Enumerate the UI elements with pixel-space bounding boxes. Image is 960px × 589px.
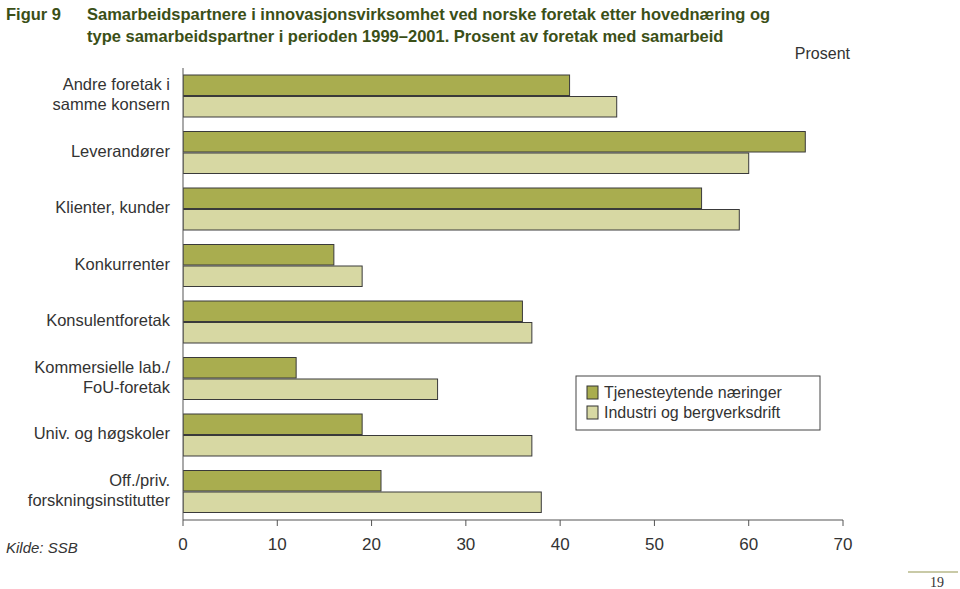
chart: Figur 9 Samarbeidspartnere i innovasjonsv… <box>0 0 960 589</box>
bar <box>183 358 296 379</box>
category-label: Konsulentforetak <box>46 311 171 329</box>
category-label: Kommersielle lab./FoU-foretak <box>34 358 170 396</box>
source: Kilde: SSB <box>6 539 78 556</box>
bar <box>183 414 362 435</box>
bars <box>183 75 805 513</box>
bar <box>183 492 541 513</box>
bar <box>183 323 532 344</box>
category-label: Andre foretak isamme konsern <box>53 75 170 113</box>
tick-label: 20 <box>362 535 381 554</box>
legend-swatch <box>587 406 598 419</box>
page-number: 19 <box>930 575 944 589</box>
tick <box>654 520 655 526</box>
tick <box>560 520 561 526</box>
category-label: Off./priv.forskningsinstitutter <box>28 471 171 509</box>
x-axis-line <box>183 520 843 521</box>
tick-label: 60 <box>739 535 758 554</box>
bar <box>183 153 749 174</box>
legend: Tjenesteytende næringer Industri og bergv… <box>576 376 820 430</box>
category-label: Leverandører <box>71 142 171 160</box>
category-label: Klienter, kunder <box>55 198 170 216</box>
tick-label: 30 <box>456 535 475 554</box>
bar <box>183 301 522 322</box>
tick <box>277 520 278 526</box>
page-rule <box>908 571 958 573</box>
axes: 0 10 20 30 40 50 60 70 <box>178 68 852 554</box>
tick-label: 0 <box>178 535 187 554</box>
axis-label: Prosent <box>795 45 851 62</box>
tick <box>465 520 466 526</box>
bar <box>183 210 739 231</box>
bar <box>183 379 438 400</box>
bar <box>183 266 362 287</box>
legend-swatch <box>587 386 598 399</box>
y-axis-line <box>183 68 184 520</box>
bar <box>183 132 805 153</box>
tick-label: 10 <box>268 535 287 554</box>
tick-label: 50 <box>645 535 664 554</box>
legend-label: Tjenesteytende næringer <box>604 384 783 401</box>
bar <box>183 471 381 492</box>
tick <box>748 520 749 526</box>
bar <box>183 97 617 118</box>
tick <box>843 520 844 526</box>
figure-label: Figur 9 <box>6 5 61 23</box>
tick-label: 70 <box>834 535 853 554</box>
legend-box <box>576 376 820 430</box>
bar <box>183 188 702 209</box>
legend-label: Industri og bergverksdrift <box>604 404 781 421</box>
bar <box>183 436 532 457</box>
category-label: Univ. og høgskoler <box>34 424 171 442</box>
bar <box>183 245 334 266</box>
tick-label: 40 <box>551 535 570 554</box>
title: Samarbeidspartnere i innovasjonsvirksomh… <box>87 5 770 45</box>
tick <box>371 520 372 526</box>
tick <box>183 520 184 526</box>
category-label: Konkurrenter <box>75 255 171 273</box>
bar <box>183 75 570 96</box>
